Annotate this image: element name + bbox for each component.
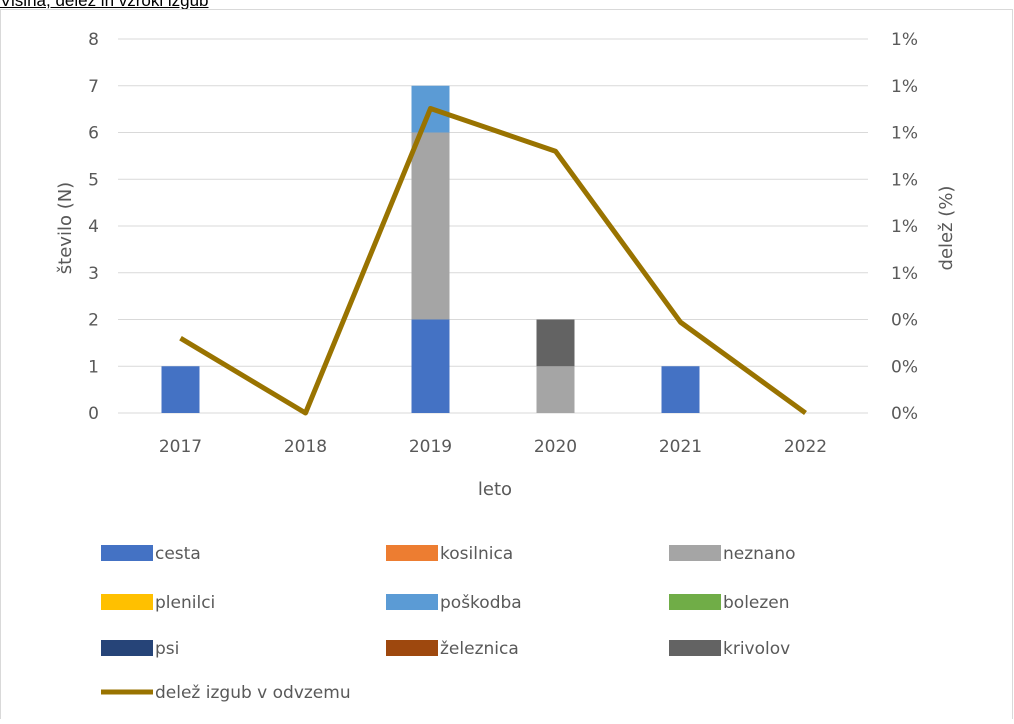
legend-label: psi — [155, 639, 179, 659]
line-delež izgub v odvzemu — [179, 105, 807, 416]
bar-cesta — [661, 366, 700, 413]
x-tick-label: 2020 — [534, 437, 577, 457]
bar-cesta — [411, 319, 450, 413]
y-tick-label: 3 — [88, 264, 99, 284]
x-tick-label: 2017 — [159, 437, 202, 457]
legend-swatch — [101, 594, 153, 610]
page-title: Višina, delež in vzroki izgub — [0, 0, 209, 10]
y-tick-label: 5 — [88, 170, 99, 190]
x-axis-label: leto — [478, 479, 512, 500]
legend-swatch — [386, 640, 438, 656]
y2-axis-label: delež (%) — [936, 186, 957, 271]
y-tick-label: 8 — [88, 30, 99, 50]
y2-tick-label: 1% — [891, 30, 918, 50]
bar-krivolov — [536, 319, 575, 367]
x-tick-label: 2019 — [409, 437, 452, 457]
bar-cesta — [161, 366, 200, 413]
legend-swatch — [669, 594, 721, 610]
bar-neznano — [411, 132, 450, 320]
y-tick-label: 1 — [88, 357, 99, 377]
legend-label: železnica — [440, 639, 519, 659]
y2-axis-ticks: 0% 0% 0% 1% 1% 1% 1% 1% 1% — [891, 30, 918, 424]
y-tick-label: 7 — [88, 77, 99, 97]
x-axis-ticks: 2017 2018 2019 2020 2021 2022 — [159, 437, 827, 457]
y2-tick-label: 1% — [891, 77, 918, 97]
legend-label: kosilnica — [440, 544, 513, 564]
y-axis-ticks: 0 1 2 3 4 5 6 7 8 — [88, 30, 99, 424]
legend-label: delež izgub v odvzemu — [155, 683, 351, 703]
line-series — [179, 105, 807, 416]
gridlines — [118, 38, 868, 414]
legend-swatch — [101, 640, 153, 656]
y-tick-label: 2 — [88, 311, 99, 331]
bar-series — [161, 85, 700, 413]
legend-swatch — [669, 545, 721, 561]
legend-swatch — [101, 545, 153, 561]
y2-tick-label: 1% — [891, 217, 918, 237]
y2-tick-label: 1% — [891, 170, 918, 190]
legend-label: poškodba — [440, 593, 522, 613]
legend-label: neznano — [723, 544, 796, 564]
y2-tick-label: 1% — [891, 264, 918, 284]
bar-neznano — [536, 366, 575, 413]
y2-tick-label: 1% — [891, 124, 918, 144]
y2-tick-label: 0% — [891, 311, 918, 331]
y-axis-label: število (N) — [55, 182, 76, 274]
y-tick-label: 4 — [88, 217, 99, 237]
legend: cesta kosilnica neznano plenilci poškodba bol… — [101, 544, 796, 703]
y-tick-label: 6 — [88, 124, 99, 144]
legend-label: plenilci — [155, 593, 215, 613]
x-tick-label: 2022 — [784, 437, 827, 457]
legend-label: bolezen — [723, 593, 790, 613]
legend-swatch — [386, 594, 438, 610]
legend-label: krivolov — [723, 639, 790, 659]
legend-swatch — [669, 640, 721, 656]
y2-tick-label: 0% — [891, 404, 918, 424]
legend-swatch — [386, 545, 438, 561]
y-tick-label: 0 — [88, 404, 99, 424]
x-tick-label: 2018 — [284, 437, 327, 457]
y2-tick-label: 0% — [891, 357, 918, 377]
x-tick-label: 2021 — [659, 437, 702, 457]
legend-label: cesta — [155, 544, 201, 564]
